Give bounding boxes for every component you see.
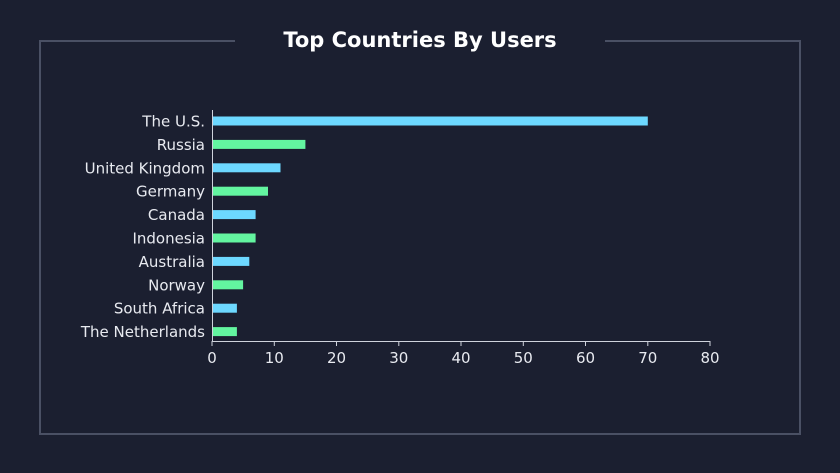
category-label-4: Canada: [148, 206, 205, 224]
category-label-8: South Africa: [114, 300, 205, 318]
x-tick-label-8: 80: [700, 349, 719, 367]
bar-4: [213, 210, 256, 220]
x-tick-label-1: 10: [265, 349, 284, 367]
bar-6: [213, 256, 250, 266]
x-tick-label-4: 40: [451, 349, 470, 367]
axes: 0 10 20 30 40 50 60 70 80: [207, 110, 720, 367]
bar-3: [213, 186, 268, 196]
bar-9: [213, 327, 237, 337]
x-tick-label-6: 60: [576, 349, 595, 367]
frame-top-right-line: [605, 40, 801, 42]
category-label-0: The U.S.: [141, 113, 205, 131]
category-label-5: Indonesia: [132, 230, 205, 248]
bar-1: [213, 139, 306, 149]
x-tick-label-3: 30: [389, 349, 408, 367]
bar-2: [213, 163, 281, 173]
bar-5: [213, 233, 256, 243]
category-label-7: Norway: [148, 276, 205, 294]
chart-title: Top Countries By Users: [283, 28, 557, 52]
frame-right-line: [799, 40, 801, 435]
category-label-1: Russia: [157, 136, 205, 154]
category-label-3: Germany: [136, 183, 205, 201]
bars-layer: [213, 116, 648, 337]
category-label-6: Australia: [139, 253, 205, 271]
bar-7: [213, 280, 244, 290]
x-tick-label-7: 70: [638, 349, 657, 367]
x-tick-label-2: 20: [327, 349, 346, 367]
frame-left-line: [39, 40, 41, 435]
bar-0: [213, 116, 648, 126]
category-label-2: United Kingdom: [85, 159, 205, 177]
x-tick-label-0: 0: [207, 349, 217, 367]
category-label-9: The Netherlands: [80, 323, 205, 341]
frame-bottom-line: [39, 433, 801, 435]
bar-8: [213, 303, 237, 313]
frame-top-left-line: [39, 40, 235, 42]
x-tick-label-5: 50: [514, 349, 533, 367]
category-labels: The U.S. Russia United Kingdom Germany Canad…: [80, 113, 205, 342]
